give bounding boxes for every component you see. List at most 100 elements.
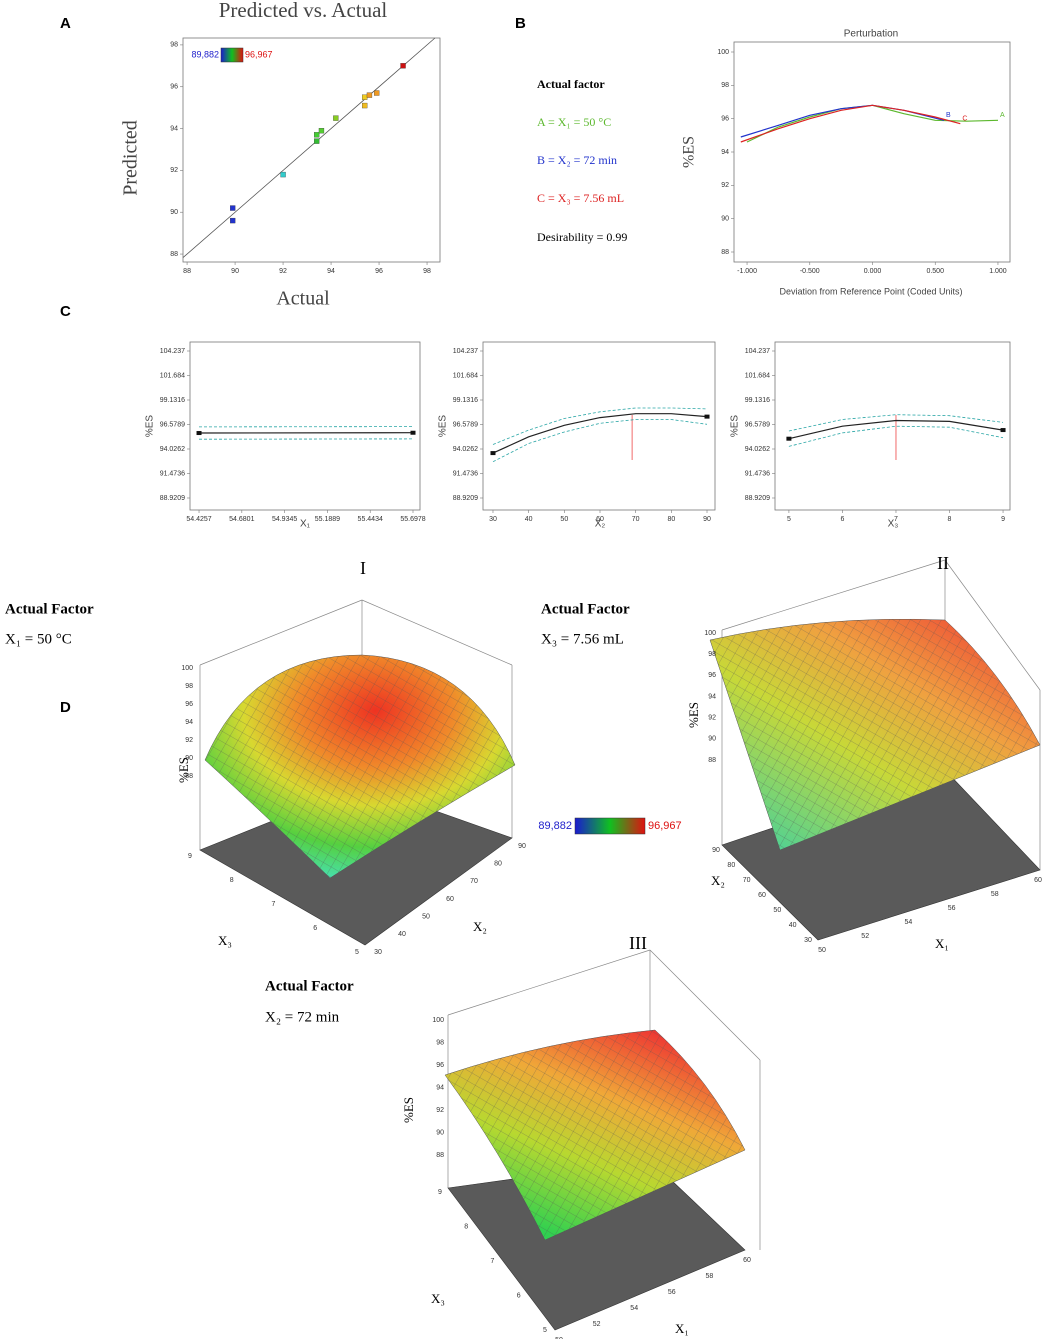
y-tick-label: 90 xyxy=(712,847,720,854)
x-tick-label: 94 xyxy=(327,268,335,275)
x-axis-label: X₃ xyxy=(218,933,232,948)
x-tick-label: 54.4257 xyxy=(186,516,211,523)
chart: X₃ %ES 5 6 7 8 9 88.9209 91.4736 94.0262 96.5789 99… xyxy=(730,341,1011,530)
surface-title: I xyxy=(360,558,366,578)
x-tick-label: 9 xyxy=(188,853,192,860)
actual-factor: X₃ = 7.56 mL xyxy=(541,631,624,647)
y-tick-label: 94 xyxy=(170,125,178,132)
panel-label: A xyxy=(60,15,71,32)
x-tick-label: 70 xyxy=(632,516,640,523)
x-tick-label: 30 xyxy=(489,516,497,523)
plot-frame xyxy=(774,341,1011,511)
y-tick-label: 91.4736 xyxy=(160,470,185,477)
y-tick-label: 88.9209 xyxy=(453,495,478,502)
box-edge xyxy=(447,949,651,1016)
z-tick-label: 98 xyxy=(185,683,193,690)
x-tick-label: 55.6978 xyxy=(400,516,425,523)
y-tick-label: 96 xyxy=(170,84,178,91)
y-tick-label: 91.4736 xyxy=(745,470,770,477)
point xyxy=(314,138,320,144)
y-axis-label: %ES xyxy=(145,415,156,438)
chart: Predicted vs. Actual Actual Predicted 88 90 9… xyxy=(120,0,441,310)
point xyxy=(400,63,406,69)
series-line xyxy=(788,425,1004,447)
box-edge xyxy=(721,559,946,631)
y-tick-label: 90 xyxy=(518,843,526,850)
endpoint-marker xyxy=(410,430,416,435)
surface-plot: III%ESX₁X₃889092949698100505254565860567… xyxy=(401,933,761,1339)
y-tick-label: 96.5789 xyxy=(160,421,185,428)
y-tick-label: 30 xyxy=(804,937,812,944)
x-tick-label: 8 xyxy=(230,877,234,884)
surface-mesh xyxy=(205,655,515,878)
y-tick-label: 5 xyxy=(543,1327,547,1334)
z-tick-label: 98 xyxy=(708,651,716,658)
surface-plot: II %ES X₁ X₂ 88 90 92 94 96 98 100 50 52 54 56 58 60 30 40… xyxy=(686,553,1042,954)
x-tick-label: 60 xyxy=(596,516,604,523)
colorbar-max: 96,967 xyxy=(245,49,273,59)
x-tick-label: 50 xyxy=(560,516,568,523)
point xyxy=(314,132,320,138)
y-axis-label: X₂ xyxy=(473,919,487,934)
x-tick-label: 0.500 xyxy=(926,268,944,275)
x-tick-label: 54.6801 xyxy=(229,516,254,523)
series-line xyxy=(788,419,1004,440)
y-tick-label: 70 xyxy=(743,877,751,884)
x-tick-label: 55.4434 xyxy=(358,516,383,523)
y-tick-label: 96.5789 xyxy=(745,421,770,428)
y-tick-label: 60 xyxy=(446,896,454,903)
z-tick-label: 90 xyxy=(708,736,716,743)
y-tick-label: 101.684 xyxy=(453,372,478,379)
chart: Perturbation Deviation from Reference Poi… xyxy=(681,29,1011,296)
z-tick-label: 96 xyxy=(436,1062,444,1069)
z-tick-label: 92 xyxy=(436,1107,444,1114)
x-axis-label: Deviation from Reference Point (Coded Un… xyxy=(779,286,962,296)
plot-frame xyxy=(733,41,1011,263)
x-tick-label: 88 xyxy=(183,268,191,275)
surface-title: II xyxy=(937,553,949,573)
point xyxy=(333,115,339,121)
x-tick-label: 56 xyxy=(668,1289,676,1296)
x-axis-label: X₂ xyxy=(595,519,606,530)
z-tick-label: 92 xyxy=(708,715,716,722)
point xyxy=(362,102,368,109)
y-tick-label: 40 xyxy=(398,931,406,938)
z-tick-label: 96 xyxy=(708,672,716,679)
y-tick-label: 92 xyxy=(170,167,178,174)
point xyxy=(280,171,286,178)
x-tick-label: 54.9345 xyxy=(272,516,297,523)
y-tick-label: 90 xyxy=(170,209,178,216)
x-tick-label: 9 xyxy=(1001,516,1005,523)
factor-heading: Actual factor xyxy=(537,77,605,91)
endpoint-marker xyxy=(786,436,792,441)
box-edge xyxy=(199,599,363,666)
y-axis-label: %ES xyxy=(730,415,741,438)
y-tick-label: 30 xyxy=(374,949,382,956)
panel-label: D xyxy=(60,699,71,716)
x-tick-label: -0.500 xyxy=(800,268,820,275)
y-axis-label: X₃ xyxy=(431,1291,445,1306)
z-tick-label: 94 xyxy=(436,1084,444,1091)
endpoint-marker xyxy=(490,451,496,456)
x-tick-label: 54 xyxy=(905,919,913,926)
z-tick-label: 92 xyxy=(185,737,193,744)
z-tick-label: 90 xyxy=(185,755,193,762)
y-axis-label: %ES xyxy=(438,415,449,438)
x-tick-label: 1.000 xyxy=(989,268,1007,275)
chart: X₁ %ES 54.4257 54.6801 54.9345 55.1889 55.4434… xyxy=(145,341,426,530)
y-tick-label: 88 xyxy=(170,251,178,258)
x-tick-label: -1.000 xyxy=(737,268,757,275)
factor-item: C = X₃ = 7.56 mL xyxy=(537,191,624,205)
point xyxy=(318,128,325,134)
series-label: A xyxy=(1000,112,1005,119)
y-tick-label: 8 xyxy=(464,1223,468,1230)
x-tick-label: 55.1889 xyxy=(315,516,340,523)
desirability: Desirability = 0.99 xyxy=(537,230,627,244)
actual-factor: X₂ = 72 min xyxy=(265,1009,340,1025)
z-tick-label: 88 xyxy=(436,1152,444,1159)
y-tick-label: 70 xyxy=(470,878,478,885)
y-tick-label: 40 xyxy=(789,922,797,929)
x-axis-label: X₁ xyxy=(935,936,949,951)
x-tick-label: 52 xyxy=(593,1321,601,1328)
z-tick-label: 88 xyxy=(708,757,716,764)
